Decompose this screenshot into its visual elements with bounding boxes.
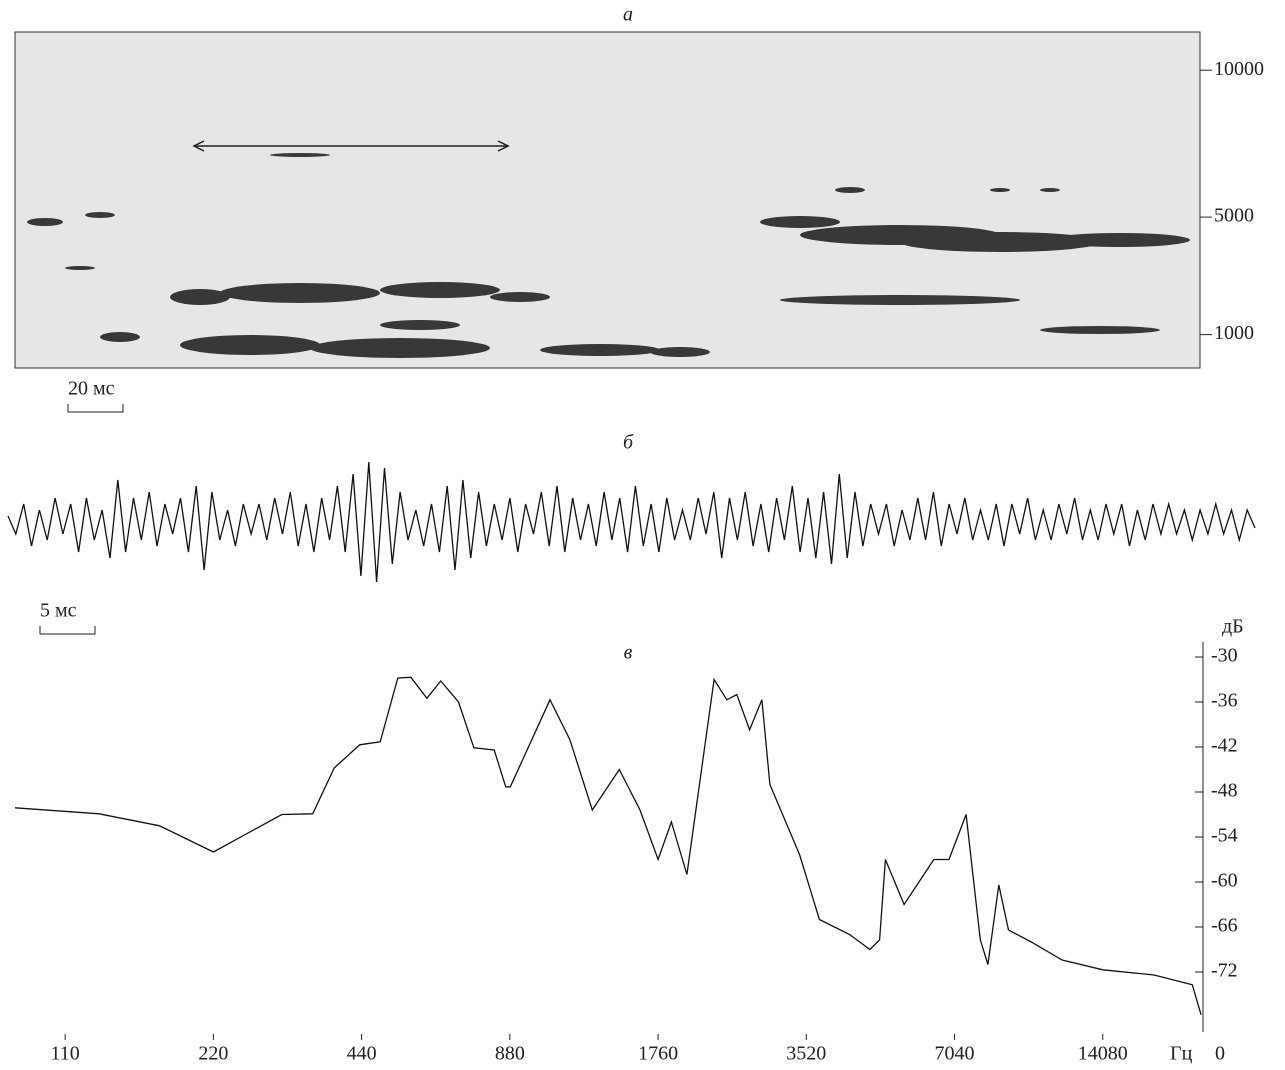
spectrogram-frame	[15, 32, 1200, 368]
x-tick-label: 220	[198, 1043, 228, 1065]
line	[8, 462, 1255, 582]
x-tick-label: 3520	[786, 1043, 826, 1065]
panel-label: б	[623, 432, 634, 454]
scale-bar	[68, 404, 123, 412]
panel-label: а	[623, 4, 633, 26]
x-tick-label: 110	[51, 1043, 80, 1065]
x-end-label: 0	[1215, 1043, 1225, 1065]
x-tick-label: 7040	[935, 1043, 975, 1065]
x-tick-label: 1760	[638, 1043, 678, 1065]
y-tick-label: -60	[1211, 870, 1238, 892]
y-tick-label: -72	[1211, 960, 1238, 982]
panel-label: в	[624, 642, 633, 664]
y-axis-title: дБ	[1222, 616, 1244, 638]
scale-bar-label: 5 мс	[40, 600, 77, 622]
y-tick-label: -42	[1211, 735, 1238, 757]
scale-bar-label: 20 мс	[68, 378, 115, 400]
y-tick-label: -48	[1211, 780, 1238, 802]
y-tick-label: -30	[1211, 645, 1238, 667]
y-tick-label: -36	[1211, 690, 1238, 712]
x-tick-label: 880	[495, 1043, 525, 1065]
spectrogram-image	[15, 32, 1200, 368]
x-axis-title: Гц	[1170, 1043, 1193, 1065]
y-tick-label: 10000	[1214, 58, 1264, 80]
line	[15, 677, 1201, 1015]
y-tick-label: 1000	[1214, 322, 1254, 344]
figure: а 20 мс 1000 5000 10000 б 5 мс в -30 -36 -42 -48 -54…	[0, 0, 1285, 1070]
x-tick-label: 440	[347, 1043, 377, 1065]
y-tick-label: 5000	[1214, 205, 1254, 227]
y-tick-label: -66	[1211, 915, 1238, 937]
y-tick-label: -54	[1211, 825, 1238, 847]
scale-bar	[40, 626, 95, 634]
x-tick-label: 14080	[1078, 1043, 1128, 1065]
